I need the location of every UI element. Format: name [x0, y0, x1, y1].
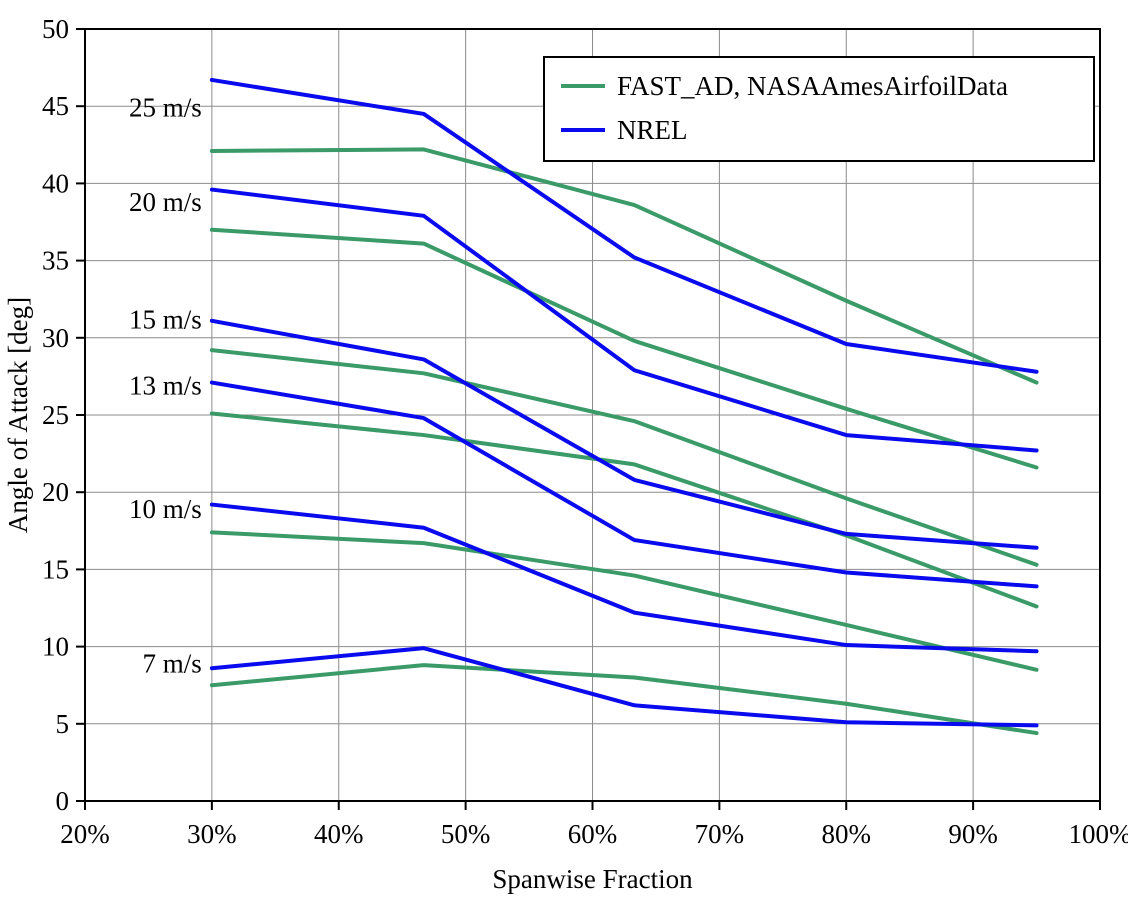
y-tick-label: 45: [42, 91, 69, 121]
x-tick-label: 90%: [948, 819, 998, 849]
series-line-nrel-20m/s: [209, 187, 1039, 453]
series-line-nrel-10m/s: [209, 502, 1039, 654]
series-line-nrel-25m/s: [209, 77, 1039, 374]
x-tick-label: 30%: [187, 819, 237, 849]
y-tick-label: 5: [56, 709, 70, 739]
legend-label-nrel: NREL: [617, 114, 688, 145]
y-axis-title: Angle of Attack [deg]: [3, 297, 33, 533]
y-tick-label: 10: [42, 632, 69, 662]
legend-label-fast-ad: FAST_AD, NASAAmesAirfoilData: [617, 70, 1008, 101]
x-tick-label: 20%: [60, 819, 110, 849]
x-tick-label: 40%: [314, 819, 364, 849]
series-line-fast-13m/s: [209, 411, 1039, 609]
chart-legend: FAST_AD, NASAAmesAirfoilData NREL: [543, 56, 1095, 162]
x-axis-title: Spanwise Fraction: [492, 864, 693, 894]
y-tick-label: 50: [42, 14, 69, 44]
wind-speed-label: 25 m/s: [129, 93, 202, 123]
legend-swatch-fast-ad-icon: [561, 84, 605, 88]
y-tick-label: 25: [42, 400, 69, 430]
wind-speed-label: 13 m/s: [129, 371, 202, 401]
series-line-fast-15m/s: [209, 348, 1039, 567]
series-line-fast-25m/s: [209, 147, 1039, 385]
series-line-nrel-7m/s: [209, 646, 1039, 728]
wind-speed-label: 10 m/s: [129, 494, 202, 524]
y-tick-label: 30: [42, 323, 69, 353]
series-line-nrel-15m/s: [209, 318, 1039, 550]
wind-speed-label: 20 m/s: [129, 187, 202, 217]
legend-item-nrel: NREL: [561, 110, 1077, 150]
series-line-fast-10m/s: [209, 530, 1039, 672]
x-tick-label: 60%: [568, 819, 618, 849]
y-tick-label: 40: [42, 168, 69, 198]
wind-speed-label: 7 m/s: [142, 649, 201, 679]
series-line-fast-7m/s: [209, 663, 1039, 736]
x-tick-label: 80%: [822, 819, 872, 849]
y-tick-label: 35: [42, 246, 69, 276]
y-tick-label: 0: [56, 786, 70, 816]
x-tick-label: 100%: [1069, 819, 1128, 849]
wind-speed-label: 15 m/s: [129, 304, 202, 334]
x-tick-label: 50%: [441, 819, 491, 849]
series-line-nrel-13m/s: [209, 380, 1039, 589]
y-tick-label: 15: [42, 554, 69, 584]
legend-swatch-nrel-icon: [561, 128, 605, 132]
legend-item-fast-ad: FAST_AD, NASAAmesAirfoilData: [561, 66, 1077, 106]
series-line-fast-20m/s: [209, 227, 1039, 470]
x-tick-label: 70%: [695, 819, 745, 849]
y-tick-label: 20: [42, 477, 69, 507]
